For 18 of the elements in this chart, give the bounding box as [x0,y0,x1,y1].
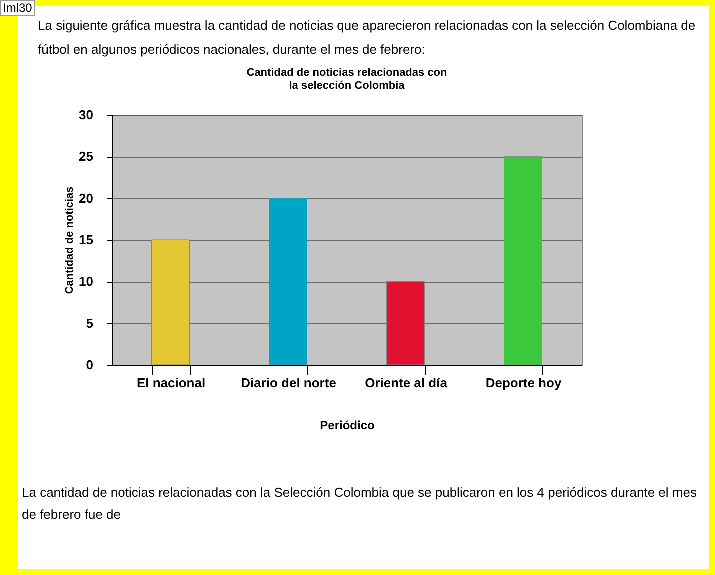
text: La cantidad de noticias relacionadas con la Selección Colombia que se publicaron en los 4 periódicos durante el mes de febrero fue de [22,484,698,524]
x-tick-label: Oriente al día [365,376,448,390]
text: Iml30 [0,0,36,16]
text: La siguiente gráfica muestra la cantidad de noticias que aparecieron relacionadas con la selección Colombiana de fútbol en algunos periódicos nacionales, durante el mes de febrero: [38,17,697,59]
y-tick-label: 25 [79,149,94,164]
text: la selección Colombia [289,80,405,92]
y-tick-label: 10 [79,274,94,290]
y-tick-label: 15 [79,232,94,248]
y-tick-label: 5 [86,316,94,331]
text: Cantidad de noticias relacionadas con [246,67,448,79]
y-tick-label: 20 [79,190,94,206]
x-axis-title: Periódico [320,418,375,432]
y-tick-label: 30 [79,108,94,122]
y-axis-title: Cantidad de noticias [64,186,76,294]
x-tick-label: Deporte hoy [486,376,562,390]
y-tick-label: 0 [86,358,94,372]
x-tick-label: El nacional [136,376,206,390]
x-tick-label: Diario del norte [241,376,336,390]
